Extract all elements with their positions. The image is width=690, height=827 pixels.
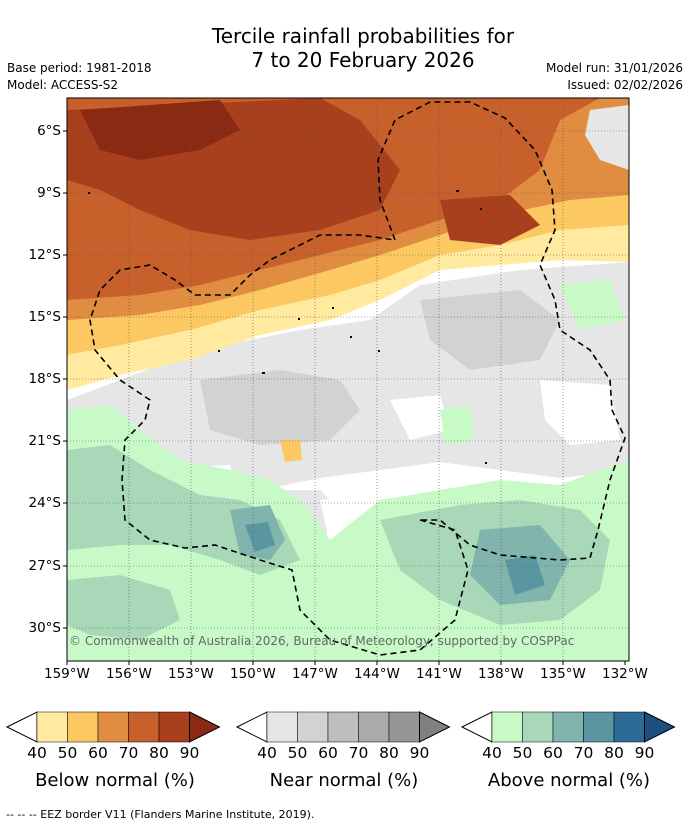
near-normal-patch — [585, 105, 629, 170]
model-run: Model run: 31/01/2026 — [545, 61, 683, 75]
lon-label: 153°W — [168, 666, 214, 682]
colorbar-tick-label: 40 — [27, 744, 47, 762]
lat-label: 24°S — [28, 495, 62, 511]
colorbar-segment — [128, 711, 160, 743]
below-normal-90 — [80, 100, 240, 160]
above-normal-70 — [245, 522, 275, 552]
lat-label: 15°S — [28, 309, 62, 325]
colorbar-segment — [613, 711, 645, 743]
colorbar-tick-label: 70 — [118, 744, 139, 762]
colorbar-segment — [158, 711, 190, 743]
colorbar-tick-label: 60 — [543, 744, 563, 762]
lon-label: 141°W — [416, 666, 462, 682]
colorbar-segment — [491, 711, 523, 743]
lon-label: 135°W — [540, 666, 586, 682]
colorbar-tick-label: 70 — [573, 744, 594, 762]
below-normal-label: Below normal (%) — [35, 770, 195, 791]
colorbar-max-extend — [189, 711, 221, 743]
near-normal-core — [200, 370, 360, 445]
islands — [88, 190, 487, 464]
copyright-notice: © Commonwealth of Australia 2026, Bureau… — [69, 634, 575, 648]
model-name: Model: ACCESS-S2 — [7, 78, 119, 92]
above-normal-40-patch — [440, 405, 475, 445]
colorbar-segment — [327, 711, 359, 743]
above-normal-label: Above normal (%) — [487, 770, 651, 791]
colorbar-tick-label: 40 — [482, 744, 502, 762]
colorbar-segment — [97, 711, 129, 743]
below-normal-patch — [280, 440, 302, 462]
lat-label: 30°S — [28, 620, 62, 636]
colorbar-max-extend — [419, 711, 451, 743]
lon-label: 147°W — [292, 666, 338, 682]
colorbar-tick-label: 60 — [318, 744, 338, 762]
base-period: Base period: 1981-2018 — [7, 61, 152, 75]
lon-label: 144°W — [354, 666, 400, 682]
above-normal-50 — [67, 575, 180, 640]
colorbar-segment — [522, 711, 554, 743]
colorbar-tick-label: 40 — [257, 744, 277, 762]
colorbar — [5, 711, 221, 743]
colorbar-tick-label: 70 — [348, 744, 369, 762]
colorbar-min-extend — [235, 711, 268, 743]
lon-label: 132°W — [602, 666, 648, 682]
no-signal-patch — [540, 380, 620, 445]
eez-border — [89, 101, 626, 656]
colorbar-tick-label: 90 — [634, 744, 655, 762]
colorbar-tick-label: 90 — [179, 744, 200, 762]
map-title-line1: Tercile rainfall probabilities for — [211, 24, 515, 48]
above-normal-40-patch — [560, 280, 625, 330]
colorbar-segment — [358, 711, 390, 743]
near-normal-core — [420, 290, 560, 370]
lat-label: 12°S — [28, 247, 62, 263]
colorbar-tick-label: 50 — [512, 744, 533, 762]
above-normal-70 — [505, 555, 545, 595]
colorbar-segment — [266, 711, 298, 743]
colorbar-segment — [36, 711, 68, 743]
colorbar-tick-label: 50 — [287, 744, 308, 762]
colorbar — [460, 711, 676, 743]
colorbar-tick-label: 80 — [379, 744, 399, 762]
near-normal-label: Near normal (%) — [269, 770, 419, 791]
colorbar-tick-label: 50 — [57, 744, 78, 762]
lat-label: 18°S — [28, 371, 62, 387]
axis-ticks — [63, 130, 626, 665]
below-normal-80 — [440, 195, 540, 245]
colorbar-segment — [388, 711, 420, 743]
colorbar-tick-label: 60 — [88, 744, 108, 762]
lon-label: 138°W — [478, 666, 524, 682]
forecast-map — [63, 97, 630, 665]
colorbar-max-extend — [644, 711, 676, 743]
colorbar-segment — [552, 711, 584, 743]
colorbar-segment — [297, 711, 329, 743]
colorbar-min-extend — [460, 711, 493, 743]
issued-date: Issued: 02/02/2026 — [567, 78, 683, 92]
colorbar-tick-label: 80 — [604, 744, 624, 762]
lon-label: 156°W — [106, 666, 152, 682]
lat-label: 9°S — [37, 185, 61, 201]
no-signal-patch — [390, 395, 450, 440]
colorbar-segment — [583, 711, 615, 743]
lat-label: 6°S — [37, 123, 61, 139]
colorbar-tick-label: 80 — [149, 744, 169, 762]
lat-label: 21°S — [28, 433, 62, 449]
lon-label: 159°W — [44, 666, 90, 682]
colorbar-segment — [67, 711, 99, 743]
colorbar-tick-label: 90 — [409, 744, 430, 762]
colorbar — [235, 711, 451, 743]
colorbars — [5, 711, 676, 743]
lat-label: 27°S — [28, 558, 62, 574]
map-title-line2: 7 to 20 February 2026 — [251, 48, 475, 72]
probability-field — [67, 98, 629, 661]
lon-label: 150°W — [230, 666, 276, 682]
colorbar-min-extend — [5, 711, 38, 743]
gridlines — [67, 98, 629, 661]
eez-legend: -- -- -- EEZ border V11 (Flanders Marine… — [6, 808, 315, 821]
